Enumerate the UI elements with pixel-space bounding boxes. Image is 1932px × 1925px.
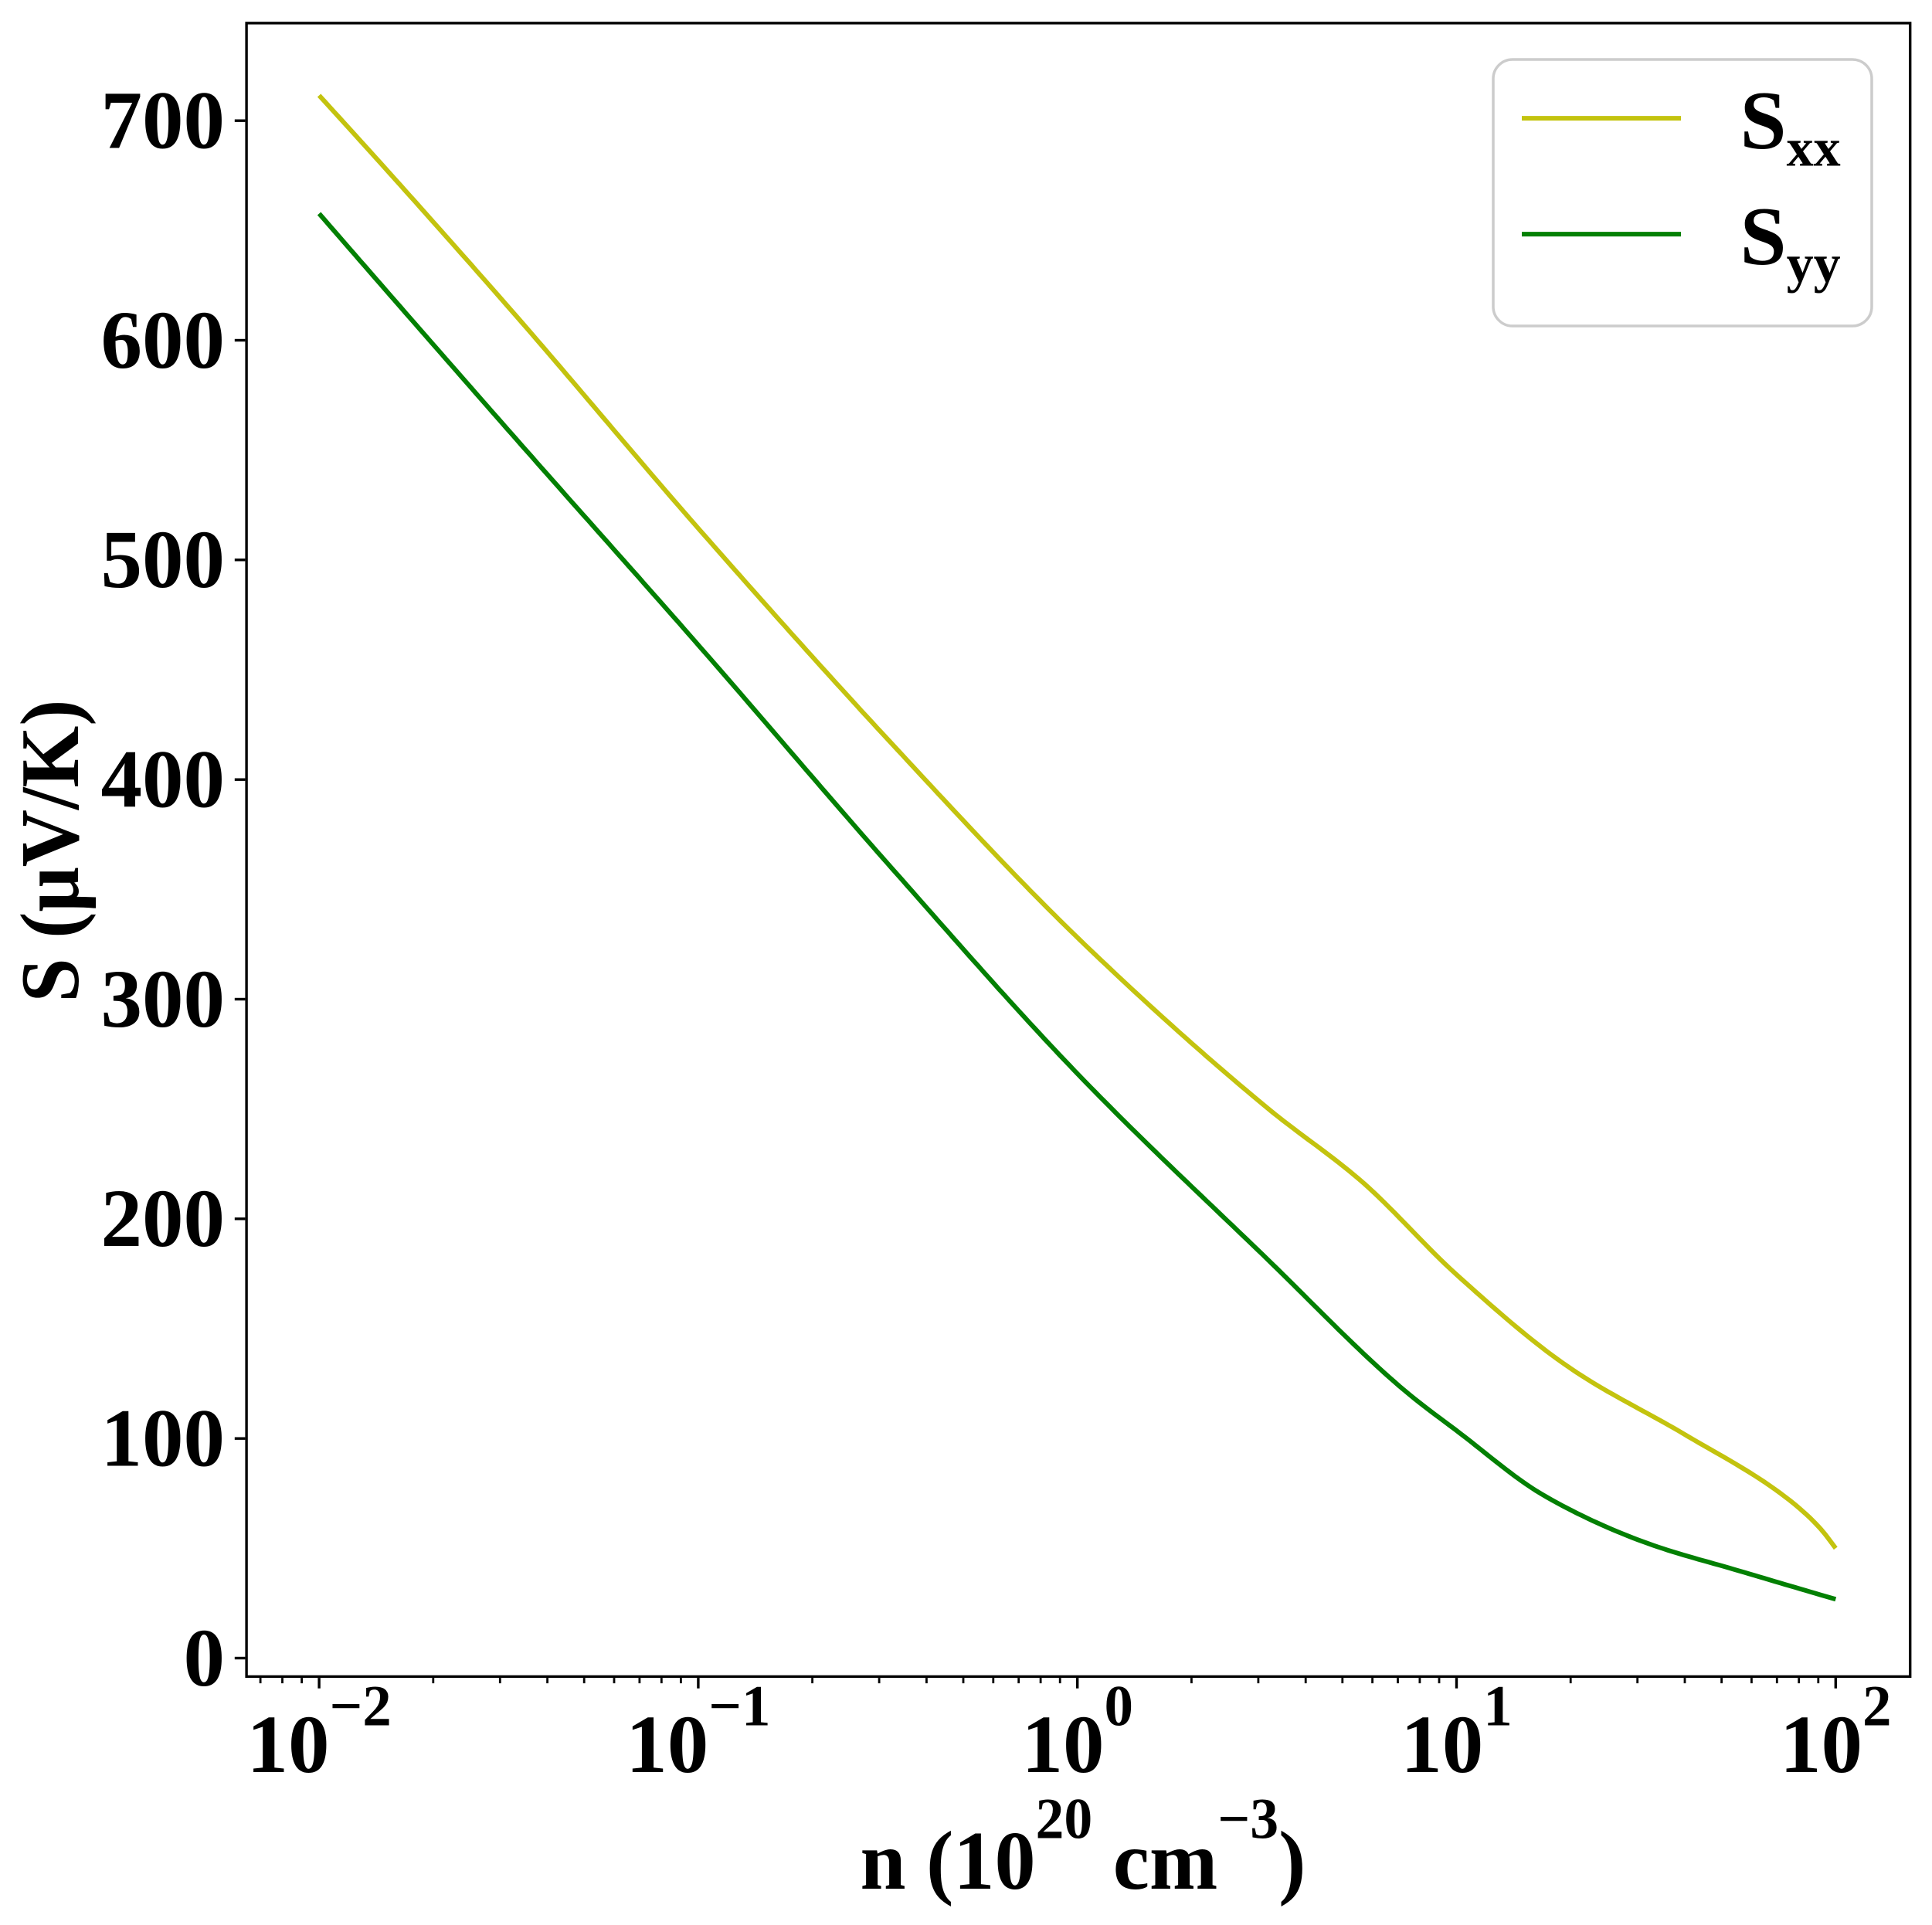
svg-text:200: 200 (101, 1173, 226, 1265)
svg-text:300: 300 (101, 954, 226, 1045)
svg-text:100: 100 (101, 1394, 226, 1485)
svg-text:600: 600 (101, 295, 226, 386)
svg-text:400: 400 (101, 735, 226, 826)
svg-text:700: 700 (101, 76, 226, 167)
svg-text:S (μV/K): S (μV/K) (5, 700, 97, 1003)
svg-text:500: 500 (101, 514, 226, 606)
svg-text:0: 0 (184, 1613, 226, 1704)
svg-text:102: 102 (1780, 1674, 1892, 1791)
